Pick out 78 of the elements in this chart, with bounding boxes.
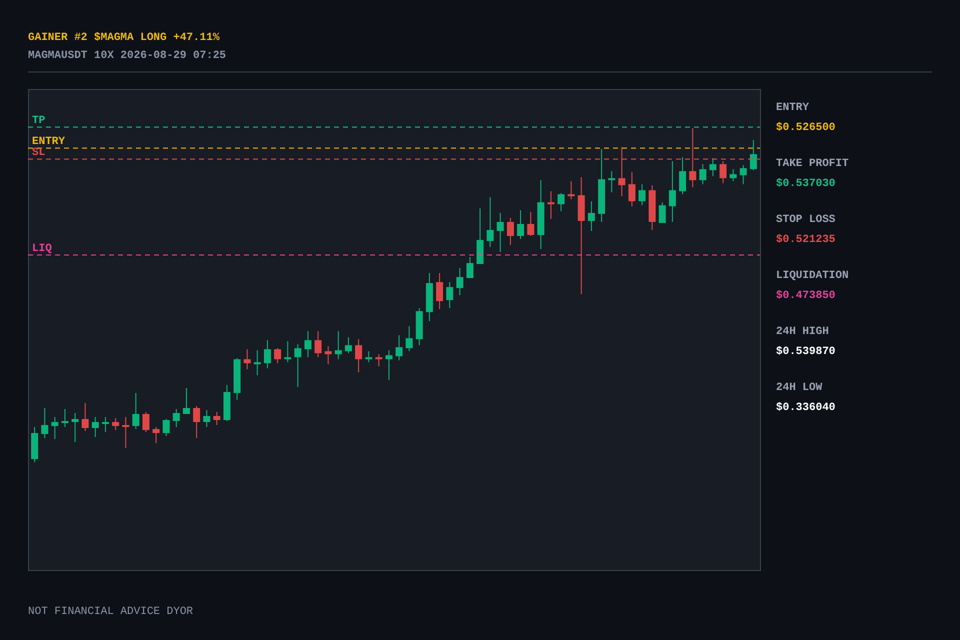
candlestick — [385, 350, 392, 380]
candlestick — [51, 416, 58, 440]
candlestick — [82, 402, 89, 432]
candlestick — [436, 272, 444, 310]
candlestick — [588, 200, 595, 232]
candlestick — [41, 407, 48, 439]
candlestick — [547, 190, 554, 220]
text: STOP LOSS — [776, 214, 836, 226]
text: $0.473850 — [776, 289, 836, 302]
text: $0.539870 — [776, 345, 836, 358]
candlestick — [396, 334, 403, 361]
text: ENTRY — [776, 102, 810, 114]
candlestick — [638, 184, 646, 206]
candlestick — [264, 340, 271, 369]
candlestick — [486, 196, 494, 248]
candlestick — [72, 412, 79, 443]
text: 24H LOW — [776, 382, 823, 394]
candlestick — [699, 164, 706, 185]
candlestick — [568, 180, 575, 200]
ref-line-label: SL — [32, 147, 46, 160]
candlestick — [730, 168, 737, 182]
ref-line-label: TP — [32, 115, 46, 128]
candlestick — [344, 336, 352, 354]
candlestick — [122, 416, 130, 449]
candlestick — [92, 416, 99, 438]
candlestick — [679, 156, 686, 195]
candlestick — [446, 282, 454, 309]
candlestick — [527, 211, 534, 236]
candlestick — [294, 344, 302, 388]
candlestick — [172, 408, 180, 428]
candlestick — [406, 326, 413, 352]
candlestick — [658, 202, 666, 224]
candlestick — [132, 392, 140, 430]
text: 24H HIGH — [776, 326, 829, 338]
candlestick — [506, 217, 514, 246]
candlestick — [254, 350, 261, 376]
text: $0.537030 — [776, 177, 836, 190]
candlestick — [668, 160, 676, 222]
ref-line-label: LIQ — [32, 243, 52, 256]
candlestick — [314, 330, 322, 358]
candlestick — [517, 210, 524, 240]
candlestick — [304, 330, 312, 358]
candlestick — [558, 192, 565, 212]
candlestick — [324, 346, 332, 365]
candlestick — [284, 340, 292, 363]
candlestick — [61, 408, 68, 428]
text: $0.336040 — [776, 401, 836, 414]
candlestick — [182, 387, 190, 415]
candlestick — [709, 158, 716, 177]
candlestick — [193, 405, 200, 439]
chart-title: GAINER #2 $MAGMA LONG +47.11% — [28, 31, 220, 44]
candlestick — [628, 172, 636, 207]
candlestick — [203, 410, 210, 428]
candlestick — [213, 412, 220, 426]
candlestick — [355, 338, 362, 373]
candlestick — [365, 350, 372, 363]
candlestick — [152, 426, 160, 444]
candlestick — [334, 330, 342, 360]
candlestick — [142, 412, 150, 433]
candlestick — [496, 212, 504, 253]
candlestick — [456, 268, 464, 296]
text: TAKE PROFIT — [776, 158, 850, 170]
text: $0.521235 — [776, 233, 836, 246]
candlestick — [244, 348, 251, 370]
text: NOT FINANCIAL ADVICE DYOR — [28, 606, 194, 618]
chart-subtitle: MAGMAUSDT 10X 2026-08-29 07:25 — [28, 50, 226, 62]
candlestick — [112, 418, 120, 431]
candlestick — [274, 348, 282, 364]
text: $0.526500 — [776, 121, 836, 134]
candlestick — [608, 170, 616, 193]
candlestick — [102, 416, 109, 433]
candlestick — [375, 354, 382, 367]
candlestick — [750, 140, 757, 171]
candlestick — [466, 256, 474, 279]
text: LIQUIDATION — [776, 270, 849, 282]
candlestick — [162, 418, 170, 437]
candlestick — [740, 164, 747, 185]
ref-line-label: ENTRY — [32, 136, 66, 148]
